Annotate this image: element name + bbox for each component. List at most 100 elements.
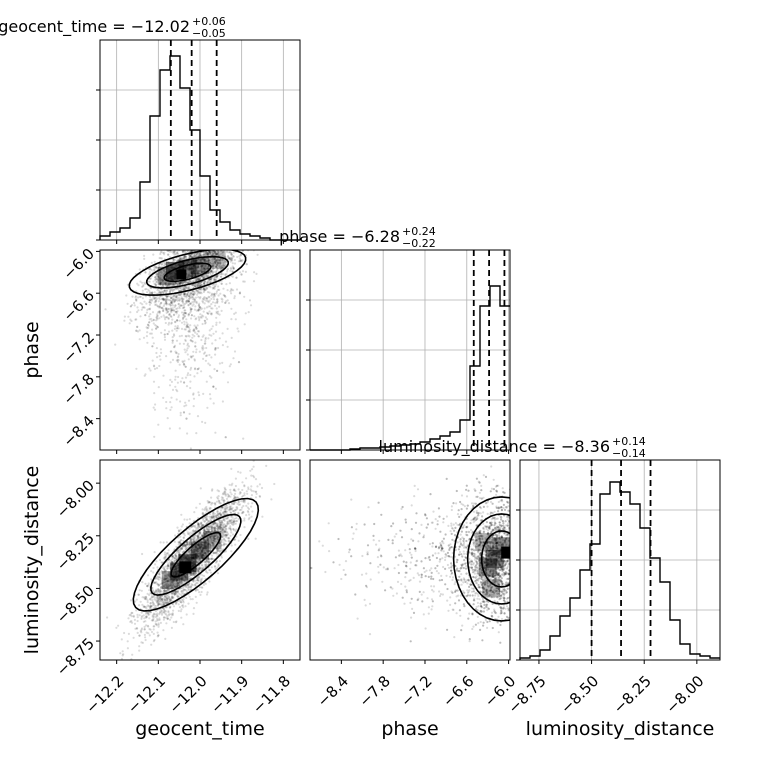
scatter-point: [217, 252, 220, 255]
scatter-point: [179, 282, 182, 285]
scatter-point: [219, 275, 222, 278]
scatter-point: [199, 251, 202, 254]
scatter-point: [235, 248, 237, 250]
scatter-point: [141, 581, 144, 584]
scatter-point: [210, 566, 213, 569]
scatter-point: [170, 300, 173, 303]
scatter-point: [162, 308, 165, 311]
scatter-point: [224, 301, 227, 304]
scatter-point: [229, 290, 232, 293]
scatter-point: [201, 248, 203, 250]
scatter-point: [191, 290, 194, 293]
scatter-point: [184, 376, 188, 379]
scatter-point: [174, 375, 177, 378]
scatter-point: [215, 283, 218, 286]
scatter-point: [222, 293, 225, 297]
scatter-point: [251, 248, 253, 250]
scatter-point: [188, 330, 192, 333]
scatter-point: [227, 248, 229, 250]
scatter-point: [204, 288, 207, 292]
scatter-point: [189, 248, 191, 250]
scatter-point: [215, 323, 218, 326]
scatter-point: [167, 614, 170, 617]
scatter-point: [199, 315, 202, 319]
scatter-point: [204, 421, 207, 424]
scatter-point: [191, 304, 194, 307]
scatter-point: [250, 519, 253, 523]
scatter-point: [246, 248, 248, 250]
scatter-point: [183, 248, 185, 250]
scatter-point: [181, 307, 184, 310]
scatter-point: [203, 282, 206, 285]
scatter-point: [165, 295, 168, 298]
scatter-point: [208, 364, 212, 367]
scatter-point: [216, 300, 219, 303]
scatter-point: [204, 322, 207, 325]
scatter-point: [201, 248, 203, 250]
scatter-point: [163, 299, 166, 302]
scatter-point: [152, 295, 155, 298]
scatter-point: [211, 325, 214, 328]
scatter-point: [176, 259, 179, 263]
scatter-point: [210, 356, 213, 359]
scatter-point: [161, 297, 164, 300]
scatter-point: [187, 330, 190, 333]
scatter-point: [187, 358, 190, 361]
scatter-point: [159, 274, 162, 277]
scatter-point: [176, 327, 179, 330]
scatter-point: [231, 248, 233, 250]
scatter-point: [231, 248, 233, 250]
scatter-point: [218, 288, 221, 291]
scatter-point: [221, 300, 224, 303]
scatter-point: [235, 248, 237, 250]
scatter-point: [206, 281, 209, 284]
scatter-point: [197, 335, 200, 338]
scatter-point: [127, 632, 130, 636]
scatter-point: [176, 327, 179, 330]
scatter-point: [169, 401, 172, 404]
scatter-point: [225, 250, 228, 253]
scatter-point: [208, 258, 211, 261]
scatter-point: [225, 272, 228, 276]
scatter-point: [165, 289, 168, 292]
scatter-point: [153, 638, 156, 642]
scatter-point: [202, 288, 205, 291]
scatter-point: [207, 248, 209, 250]
scatter-point: [179, 282, 182, 285]
scatter-point: [163, 271, 166, 274]
scatter-point: [215, 248, 217, 250]
scatter-point: [189, 302, 192, 305]
scatter-point: [200, 248, 202, 250]
scatter-point: [217, 250, 220, 254]
scatter-point: [133, 304, 136, 307]
scatter-point: [176, 310, 179, 313]
scatter-point: [142, 306, 145, 309]
scatter-point: [194, 326, 198, 329]
scatter-point: [196, 272, 199, 275]
scatter-point: [210, 248, 212, 250]
scatter-point: [219, 248, 221, 250]
scatter-point: [174, 293, 177, 296]
scatter-point: [151, 311, 155, 314]
scatter-point: [211, 287, 214, 290]
scatter-point: [254, 248, 256, 250]
scatter-point: [178, 363, 181, 366]
scatter-point: [178, 289, 181, 292]
scatter-point: [189, 254, 192, 258]
scatter-point: [212, 248, 214, 250]
scatter-point: [192, 300, 195, 303]
scatter-point: [220, 267, 223, 270]
scatter-point: [207, 285, 210, 288]
scatter-point: [214, 248, 216, 250]
scatter-point: [195, 278, 198, 281]
scatter-point: [204, 248, 206, 250]
scatter-point: [215, 265, 218, 268]
scatter-point: [254, 537, 257, 540]
scatter-point: [221, 259, 224, 262]
scatter-point: [214, 251, 217, 254]
scatter-point: [158, 310, 161, 314]
scatter-point: [183, 359, 186, 362]
scatter-point: [200, 270, 204, 273]
scatter-point: [189, 447, 192, 450]
scatter-point: [189, 248, 191, 250]
